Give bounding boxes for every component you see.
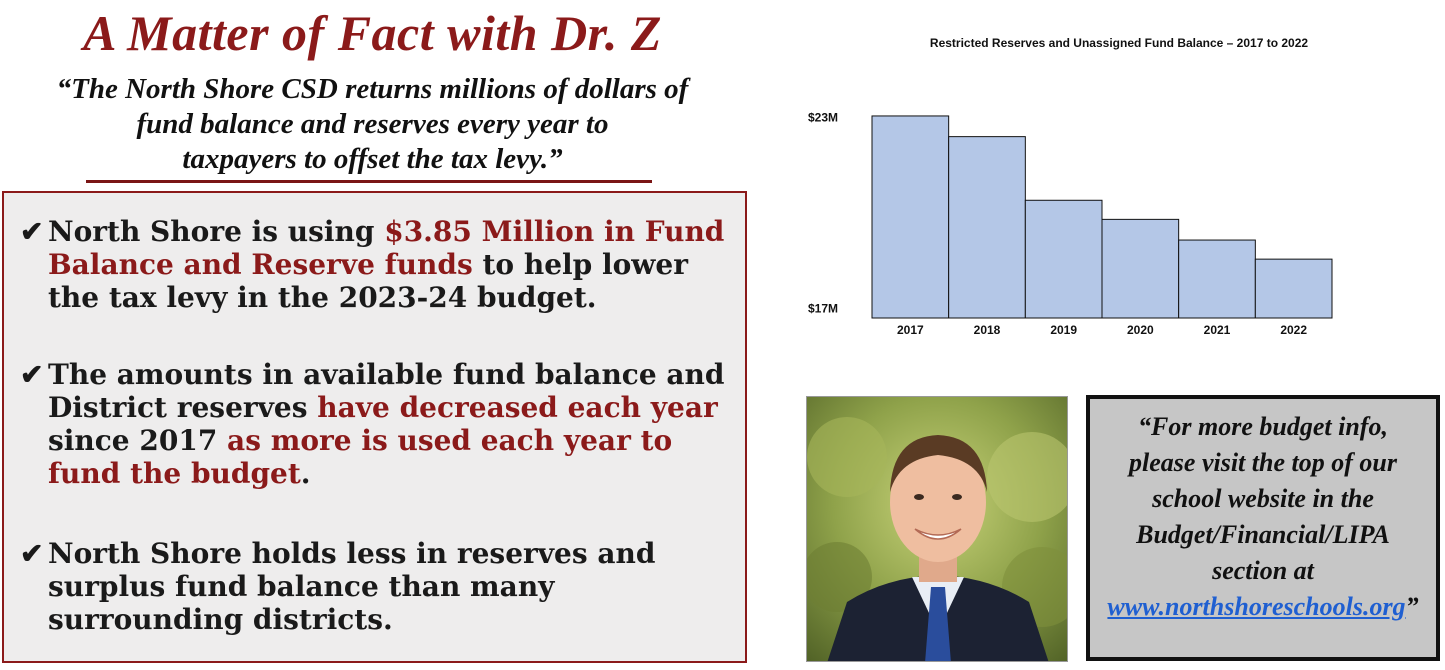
bullet-item: ✔ The amounts in available fund balance … [20, 358, 742, 490]
bullet-highlight: have decreased each year [317, 391, 718, 424]
bullet-highlight: as more is used each year to fund the bu… [48, 424, 673, 490]
x-tick-label: 2020 [1127, 323, 1154, 337]
x-tick-label: 2022 [1280, 323, 1307, 337]
website-link[interactable]: www.northshoreschools.org [1107, 592, 1406, 621]
quote-line: taxpayers to offset the tax levy.” [182, 143, 563, 175]
y-tick-label: $23M [808, 111, 838, 125]
bullet-text: The amounts in available fund balance an… [20, 358, 742, 490]
bullet-text-part: to help lower the tax levy in the 2023-2… [48, 248, 688, 314]
info-line: school website in the [1152, 484, 1374, 513]
bullet-text-part: North Shore holds less in reserves and s… [48, 537, 656, 636]
quote-line: fund balance and reserves every year to [136, 108, 609, 140]
x-tick-label: 2018 [974, 323, 1001, 337]
chart-title: Restricted Reserves and Unassigned Fund … [930, 36, 1308, 50]
x-tick-label: 2017 [897, 323, 924, 337]
checkmark-icon: ✔ [20, 358, 44, 391]
bullet-item: ✔ North Shore is using $3.85 Million in … [20, 215, 742, 314]
portrait-illustration [807, 397, 1067, 661]
bullet-text-part: North Shore is using [48, 215, 385, 248]
info-link-line: www.northshoreschools.org” [1090, 589, 1436, 625]
chart-bar-2019 [1024, 199, 1103, 319]
chart-bar-2017 [871, 115, 950, 319]
info-line: “For more budget info, [1138, 412, 1388, 441]
bullet-highlight: $3.85 Million in Fund Balance and Reserv… [48, 215, 725, 281]
bullet-text: North Shore is using $3.85 Million in Fu… [20, 215, 742, 314]
bullet-text-part: The amounts in available fund balance an… [48, 358, 725, 424]
bullet-text-part: . [300, 457, 311, 490]
close-quote: ” [1405, 592, 1419, 621]
chart-svg: Restricted Reserves and Unassigned Fund … [808, 36, 1333, 337]
chart-bar-2018 [948, 136, 1026, 319]
quote-line: “The North Shore CSD returns millions of… [56, 73, 689, 105]
y-tick-label: $17M [808, 301, 838, 315]
info-line: Budget/Financial/LIPA [1136, 520, 1390, 549]
portrait-photo [806, 396, 1068, 662]
checkmark-icon: ✔ [20, 215, 44, 248]
bullet-item: ✔ North Shore holds less in reserves and… [20, 537, 742, 636]
budget-info-box: “For more budget info, please visit the … [1086, 395, 1440, 661]
bullet-text: North Shore holds less in reserves and s… [20, 537, 742, 636]
info-line: section at [1212, 556, 1314, 585]
quote-underline [86, 180, 652, 183]
left-panel: A Matter of Fact with Dr. Z “The North S… [2, 5, 747, 663]
bullet-text-part: since 2017 [48, 424, 228, 457]
x-tick-label: 2019 [1050, 323, 1077, 337]
page-title: A Matter of Fact with Dr. Z [83, 5, 662, 61]
x-tick-label: 2021 [1204, 323, 1231, 337]
bullet-panel: ✔ North Shore is using $3.85 Million in … [2, 191, 747, 663]
checkmark-icon: ✔ [20, 537, 44, 570]
info-line: please visit the top of our [1129, 448, 1397, 477]
chart-bar-2022 [1254, 258, 1333, 319]
header-quote: “The North Shore CSD returns millions of… [20, 72, 725, 177]
chart-bar-2021 [1178, 239, 1256, 319]
chart-bar-2020 [1101, 218, 1180, 319]
reserves-bar-chart: Restricted Reserves and Unassigned Fund … [790, 20, 1430, 360]
